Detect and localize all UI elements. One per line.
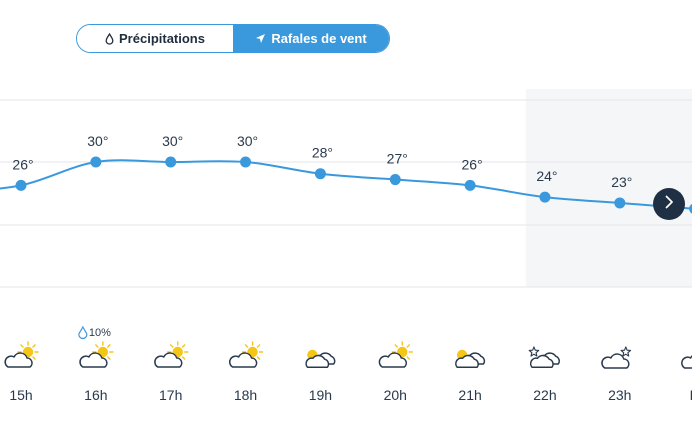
hour-label: 18h (234, 387, 257, 403)
hour-label: 21h (458, 387, 481, 403)
temperature-point (389, 174, 401, 186)
temperature-label: 26° (462, 156, 483, 172)
sun-cloud-icon (378, 341, 413, 368)
hour-label: 23h (608, 387, 631, 403)
chart-mode-toggle: Précipitations Rafales de vent (76, 24, 390, 53)
temperature-point (539, 191, 551, 203)
temperature-point (90, 156, 102, 168)
temperature-point (15, 179, 27, 191)
temperature-point (165, 156, 177, 168)
temperature-label: 27° (387, 151, 408, 167)
hour-label: 20h (384, 387, 407, 403)
sun-double-cloud-icon (305, 349, 336, 369)
chevron-right-icon (664, 195, 674, 214)
temperature-label: 28° (312, 145, 333, 161)
temperature-point (240, 156, 252, 168)
next-hours-button[interactable] (653, 188, 685, 220)
cloud-icon (681, 355, 692, 369)
droplet-icon (78, 325, 88, 340)
hour-label: D (690, 387, 692, 403)
arrow-icon (255, 33, 266, 44)
temperature-label: 30° (237, 133, 258, 149)
precipitation-label: 10% (89, 327, 111, 339)
temperature-label: 30° (87, 133, 108, 149)
temperature-point (314, 168, 326, 180)
temperature-point (614, 197, 626, 209)
temperature-label: 23° (611, 174, 632, 190)
hour-label: 22h (533, 387, 556, 403)
hour-label: 17h (159, 387, 182, 403)
precipitation-tab[interactable]: Précipitations (77, 25, 233, 52)
droplet-icon (105, 32, 114, 45)
hour-label: 15h (9, 387, 32, 403)
sun-cloud-icon (4, 341, 39, 368)
temperature-label: 30° (162, 133, 183, 149)
temperature-label: 26° (12, 156, 33, 172)
precipitation-tab-label: Précipitations (119, 31, 205, 46)
sun-double-cloud-icon (455, 349, 486, 369)
hour-label: 19h (309, 387, 332, 403)
temperature-point (689, 203, 692, 214)
sun-cloud-icon (154, 341, 189, 368)
wind-gusts-tab-label: Rafales de vent (271, 31, 367, 46)
hour-label: 16h (84, 387, 107, 403)
wind-gusts-tab[interactable]: Rafales de vent (233, 25, 389, 52)
temperature-label: 24° (536, 168, 557, 184)
sun-cloud-icon (79, 341, 114, 368)
sun-cloud-icon (228, 341, 264, 368)
moon-double-cloud-icon (528, 346, 560, 369)
temperature-point (464, 179, 476, 191)
moon-cloud-icon (601, 346, 632, 369)
